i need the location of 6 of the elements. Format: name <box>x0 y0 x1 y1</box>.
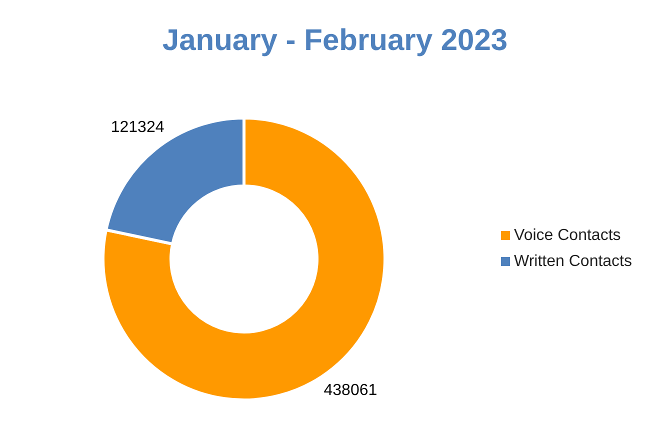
data-label: 121324 <box>110 119 164 136</box>
legend-label: Written Contacts <box>514 253 632 270</box>
donut-slice <box>102 116 386 402</box>
chart-title: January - February 2023 <box>161 23 509 59</box>
legend-label: Voice Contacts <box>514 227 621 244</box>
data-label: 438061 <box>324 382 378 399</box>
